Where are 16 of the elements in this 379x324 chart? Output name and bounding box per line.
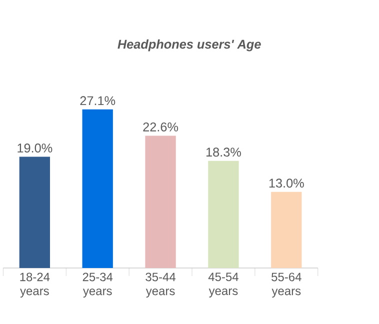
bar (82, 109, 113, 268)
x-tick-label: 25-34 years (82, 272, 113, 298)
bar (19, 156, 50, 268)
bar (271, 192, 302, 268)
x-tick-label: 35-44 years (146, 272, 176, 298)
data-label: 18.3% (206, 148, 241, 157)
x-tick-label: 55-64 years (272, 272, 302, 298)
x-tick-label: 18-24 years (20, 272, 50, 298)
data-label: 27.1% (80, 96, 116, 106)
data-label: 22.6% (143, 122, 178, 132)
bar (208, 160, 239, 268)
x-tick-label: 45-54 years (208, 272, 238, 298)
chart-title: Headphones users' Age (118, 39, 261, 52)
data-label: 13.0% (269, 178, 304, 188)
bar (145, 136, 176, 268)
data-label: 19.0% (18, 144, 52, 153)
